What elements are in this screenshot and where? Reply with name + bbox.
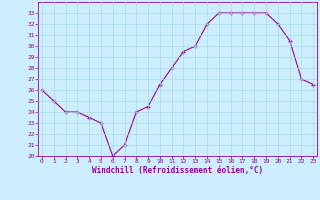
- X-axis label: Windchill (Refroidissement éolien,°C): Windchill (Refroidissement éolien,°C): [92, 166, 263, 175]
